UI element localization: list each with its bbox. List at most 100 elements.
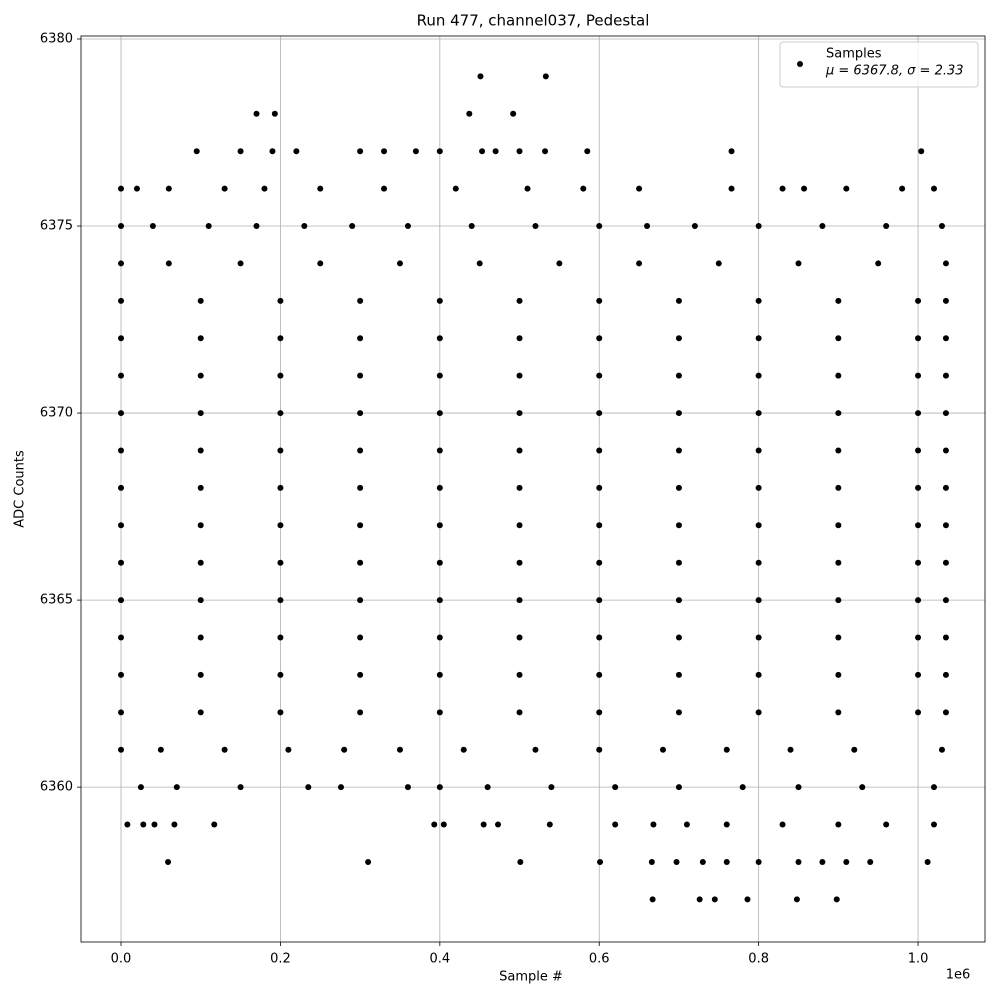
- point: [795, 784, 802, 791]
- point: [675, 671, 682, 678]
- point: [612, 821, 619, 828]
- x-tick-label: 0.4: [429, 952, 450, 967]
- point: [197, 522, 204, 529]
- point: [755, 559, 762, 566]
- point: [436, 335, 443, 342]
- point: [739, 784, 746, 791]
- point: [915, 484, 922, 491]
- point: [915, 447, 922, 454]
- point: [596, 709, 603, 716]
- point: [436, 522, 443, 529]
- point: [365, 858, 372, 865]
- point: [436, 297, 443, 304]
- point: [596, 335, 603, 342]
- point: [596, 372, 603, 379]
- point: [349, 223, 356, 230]
- legend: Samples μ = 6367.8, σ = 2.33: [779, 41, 979, 88]
- point: [675, 372, 682, 379]
- point: [452, 185, 459, 192]
- point: [157, 746, 164, 753]
- point: [675, 559, 682, 566]
- y-tick-label: 6370: [40, 406, 73, 421]
- point: [924, 858, 931, 865]
- point: [915, 597, 922, 604]
- point: [436, 784, 443, 791]
- point: [755, 335, 762, 342]
- point: [357, 148, 364, 155]
- point: [942, 260, 949, 267]
- point: [596, 447, 603, 454]
- point: [436, 671, 443, 678]
- point: [675, 297, 682, 304]
- point: [942, 447, 949, 454]
- point: [205, 223, 212, 230]
- point: [436, 484, 443, 491]
- point: [396, 746, 403, 753]
- point: [357, 671, 364, 678]
- point: [942, 522, 949, 529]
- point: [118, 260, 125, 267]
- point: [644, 223, 651, 230]
- point: [915, 297, 922, 304]
- x-tick-label: 1.0: [908, 952, 929, 967]
- point: [277, 335, 284, 342]
- point: [843, 858, 850, 865]
- point: [197, 559, 204, 566]
- point: [723, 746, 730, 753]
- legend-note: μ = 6367.8, σ = 2.33: [825, 64, 964, 79]
- point: [930, 821, 937, 828]
- point: [793, 896, 800, 903]
- point: [277, 597, 284, 604]
- point: [833, 896, 840, 903]
- point: [596, 484, 603, 491]
- point: [597, 858, 604, 865]
- point: [696, 896, 703, 903]
- point: [253, 223, 260, 230]
- point: [277, 447, 284, 454]
- point: [404, 784, 411, 791]
- point: [211, 821, 218, 828]
- point: [118, 185, 125, 192]
- point: [357, 709, 364, 716]
- point: [516, 148, 523, 155]
- point: [755, 410, 762, 417]
- point: [221, 185, 228, 192]
- point: [516, 372, 523, 379]
- point: [516, 484, 523, 491]
- point: [683, 821, 690, 828]
- point: [237, 260, 244, 267]
- point: [277, 709, 284, 716]
- point: [728, 185, 735, 192]
- point: [728, 148, 735, 155]
- point: [171, 821, 178, 828]
- point: [118, 671, 125, 678]
- point: [165, 185, 172, 192]
- y-axis-label: ADC Counts: [13, 450, 28, 528]
- point: [819, 223, 826, 230]
- point: [942, 671, 949, 678]
- point: [636, 260, 643, 267]
- point: [253, 110, 260, 117]
- point: [942, 335, 949, 342]
- point: [930, 185, 937, 192]
- point: [835, 335, 842, 342]
- point: [436, 559, 443, 566]
- point: [659, 746, 666, 753]
- point: [165, 260, 172, 267]
- point: [396, 260, 403, 267]
- point: [197, 597, 204, 604]
- point: [675, 634, 682, 641]
- point: [648, 858, 655, 865]
- point: [197, 634, 204, 641]
- point: [542, 148, 549, 155]
- legend-label: Samples: [826, 47, 882, 62]
- point: [915, 559, 922, 566]
- point: [835, 522, 842, 529]
- point: [915, 634, 922, 641]
- point: [675, 784, 682, 791]
- point: [548, 784, 555, 791]
- point: [673, 858, 680, 865]
- point: [516, 671, 523, 678]
- point: [118, 634, 125, 641]
